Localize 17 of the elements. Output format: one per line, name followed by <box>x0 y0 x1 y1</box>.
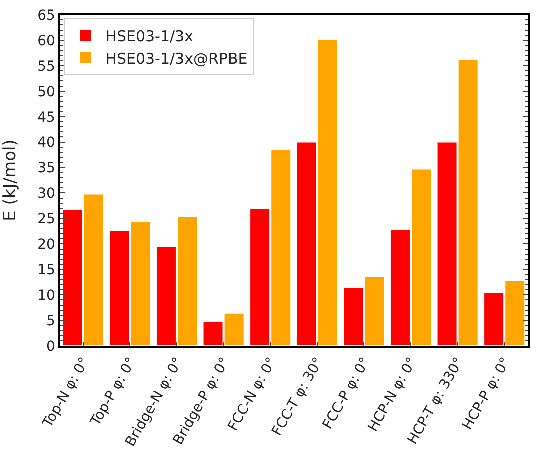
y-tick-label: 65 <box>38 8 56 24</box>
y-axis-title: E (kJ/mol) <box>0 140 20 222</box>
y-tick-label: 40 <box>38 135 56 152</box>
y-tick-label: 45 <box>38 110 56 126</box>
legend-label: HSE03-1/3x <box>106 27 194 46</box>
legend-label: HSE03-1/3x@RPBE <box>106 50 248 68</box>
y-tick-label: 25 <box>38 212 56 228</box>
y-tick-label: 10 <box>38 288 56 304</box>
y-tick-label: 20 <box>38 237 56 254</box>
y-tick-label: 50 <box>38 84 56 100</box>
y-tick-label: 5 <box>46 313 56 330</box>
y-tick-label: 15 <box>38 262 56 279</box>
y-tick-label: 60 <box>38 33 56 50</box>
y-tick-label: 55 <box>38 58 56 75</box>
y-tick-label: 30 <box>38 186 56 202</box>
y-tick-label: 0 <box>46 338 56 355</box>
y-tick-label: 35 <box>38 160 56 177</box>
